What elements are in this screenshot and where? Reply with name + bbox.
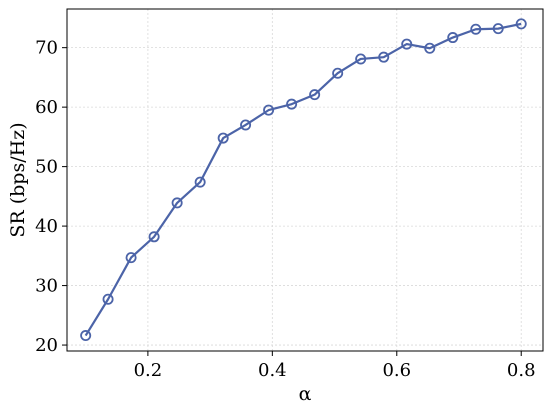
plot-frame bbox=[66, 8, 544, 352]
data-point bbox=[171, 197, 183, 209]
series-layer bbox=[80, 18, 527, 342]
data-point bbox=[194, 176, 206, 188]
y-tick-label: 30 bbox=[35, 276, 58, 297]
data-point bbox=[217, 132, 229, 144]
y-axis-label: SR (bps/Hz) bbox=[7, 122, 29, 237]
y-tick-label: 40 bbox=[35, 216, 58, 237]
data-point bbox=[240, 119, 252, 131]
data-point bbox=[447, 32, 459, 44]
data-point bbox=[286, 98, 298, 110]
grid bbox=[67, 9, 543, 351]
x-axis: 0.2 0.4 0.6 0.8 bbox=[134, 351, 536, 381]
y-axis: 20 30 40 50 60 70 bbox=[35, 38, 67, 356]
x-tick-label: 0.2 bbox=[134, 360, 163, 381]
series-line bbox=[84, 22, 522, 337]
data-point bbox=[332, 67, 344, 79]
data-point bbox=[355, 53, 367, 65]
data-point bbox=[424, 42, 436, 54]
data-point bbox=[148, 231, 160, 243]
data-point bbox=[125, 252, 137, 264]
data-point bbox=[378, 51, 390, 63]
x-tick-label: 0.6 bbox=[382, 360, 411, 381]
data-point bbox=[263, 104, 275, 116]
x-tick-label: 0.4 bbox=[258, 360, 287, 381]
x-axis-label: α bbox=[299, 383, 312, 405]
y-tick-label: 50 bbox=[35, 157, 58, 178]
data-point bbox=[401, 38, 413, 50]
data-point bbox=[492, 23, 504, 35]
data-point bbox=[80, 330, 92, 342]
data-point bbox=[470, 23, 482, 35]
x-tick-label: 0.8 bbox=[507, 360, 536, 381]
y-tick-label: 70 bbox=[35, 38, 58, 59]
data-point bbox=[309, 89, 321, 101]
y-tick-label: 20 bbox=[35, 335, 58, 356]
y-tick-label: 60 bbox=[35, 97, 58, 118]
data-point bbox=[102, 293, 114, 305]
data-point bbox=[515, 18, 527, 30]
